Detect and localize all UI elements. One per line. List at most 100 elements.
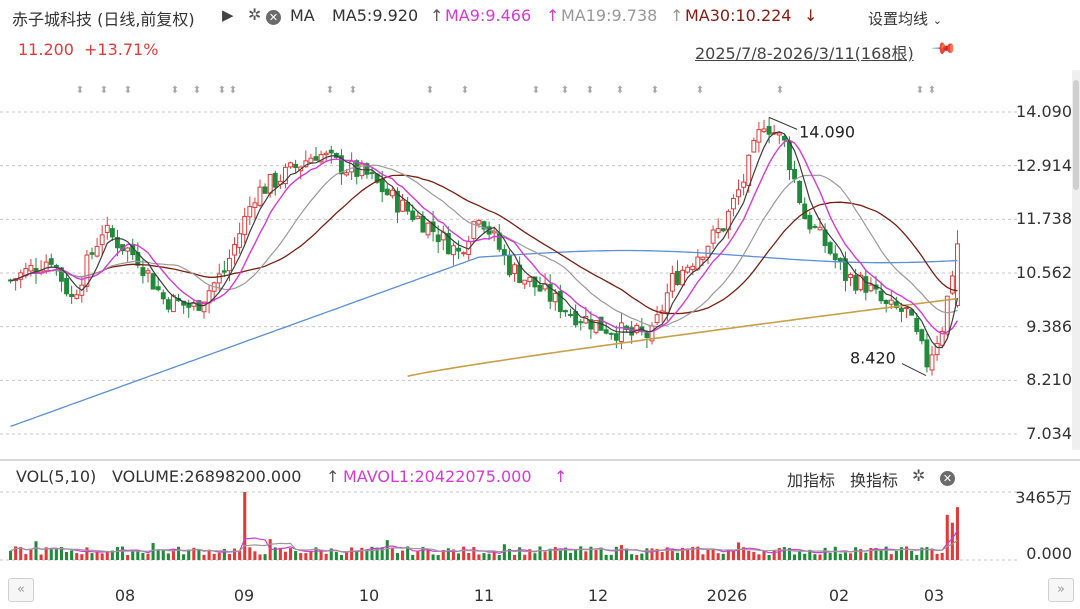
volume-bar [24,554,28,560]
volume-bar [762,551,766,560]
candle-body [262,186,268,194]
volume-bar [726,549,730,560]
volume-bar [696,546,700,560]
volume-bar [838,553,842,560]
candle-body [522,279,528,285]
double-left-icon[interactable]: « [8,578,34,602]
ma30-line [10,174,958,315]
candle-body [420,215,426,233]
volume-bar [177,546,181,560]
volume-bar [752,551,756,560]
candle-body [588,319,594,330]
close-icon[interactable]: ✕ [266,7,281,26]
gear-icon[interactable]: ✲ [912,466,926,485]
event-marker-icon: ⬍ [100,85,108,96]
candle-body [944,295,950,335]
candle-body [807,215,813,230]
volume-bar [136,550,140,560]
volume-bar [569,552,573,560]
volume-bar [614,546,618,560]
event-marker-icon: ⬍ [928,85,936,96]
volume-bar [553,547,557,560]
volume-bar [879,550,883,560]
volume-bar [660,552,664,560]
candle-body [741,181,747,188]
candle-body [608,332,614,335]
volume-bar [675,552,679,560]
low-annotation-label: 8.420 [850,349,896,368]
volume-bar [406,546,410,560]
candle-body [919,329,925,342]
candle-body [878,290,884,302]
volume-bar [884,546,888,560]
volume-bar [95,552,99,560]
event-marker-icon: ⬍ [616,85,624,96]
high-annotation-line [768,116,798,130]
candle-body [512,264,517,274]
volume-bar [787,548,791,560]
volume-chart[interactable] [0,460,1080,575]
ma9-line [10,139,959,335]
scrollbar[interactable] [1072,70,1080,450]
add-indicator-button[interactable]: 加指标 [787,471,836,490]
candle-body [593,320,599,333]
candle-body [471,221,477,240]
volume-bar [584,551,588,560]
gear-icon[interactable]: ✲ [248,5,262,24]
play-icon[interactable]: ▶ [222,6,234,24]
candle-body [929,354,935,371]
volume-bar [945,514,949,560]
volume-bar [115,547,119,560]
x-tick-label: 11 [473,586,495,605]
candle-body [899,307,904,312]
candle-body [267,173,273,194]
volume-bar [742,547,746,560]
volume-bar [395,553,399,560]
ma-long2-line [407,297,958,377]
volume-bar [701,554,705,560]
volume-bar [217,552,221,560]
panel-divider [0,459,1080,461]
volume-bar [110,550,114,560]
candle-body [680,269,685,286]
candle-body [425,222,431,236]
volume-bar [243,492,247,560]
candle-body [705,245,711,258]
volume-bar [182,554,186,560]
settings-ma-button[interactable]: 设置均线 ⌄ [868,8,942,29]
event-marker-icon: ⬍ [229,85,237,96]
volume-bar [681,547,685,560]
candle-body [395,190,400,213]
candle-body [89,252,95,255]
candle-body [69,293,75,298]
volume-bar [151,543,155,560]
volume-bar [915,554,919,560]
switch-indicator-button[interactable]: 换指标 [850,471,899,490]
volume-bar [263,554,267,560]
volume-bar [507,548,511,560]
candle-body [863,276,869,293]
volume-bar [294,551,298,560]
mavol-line [10,539,958,553]
date-range[interactable]: 2025/7/8-2026/3/11(168根) [695,44,914,63]
candle-body [191,302,197,307]
volume-bar [44,547,48,560]
volume-bar [233,548,237,560]
candle-body [685,266,691,273]
volume-bar [487,553,491,560]
volume-bar [34,541,38,560]
close-icon[interactable]: ✕ [940,468,955,487]
volume-bar [355,550,359,560]
vol-zero-label: 0.000 [1026,544,1072,563]
volume-bar [416,551,420,560]
candle-body [99,234,105,246]
scrollbar-thumb[interactable] [1073,80,1079,190]
ma19-line [10,164,958,327]
event-marker-icon: ⬍ [651,85,659,96]
candle-body [939,330,945,346]
volume-bar [477,554,481,560]
volume-bar [171,549,175,560]
double-right-icon[interactable]: » [1048,578,1074,602]
volume-bar [289,548,293,560]
